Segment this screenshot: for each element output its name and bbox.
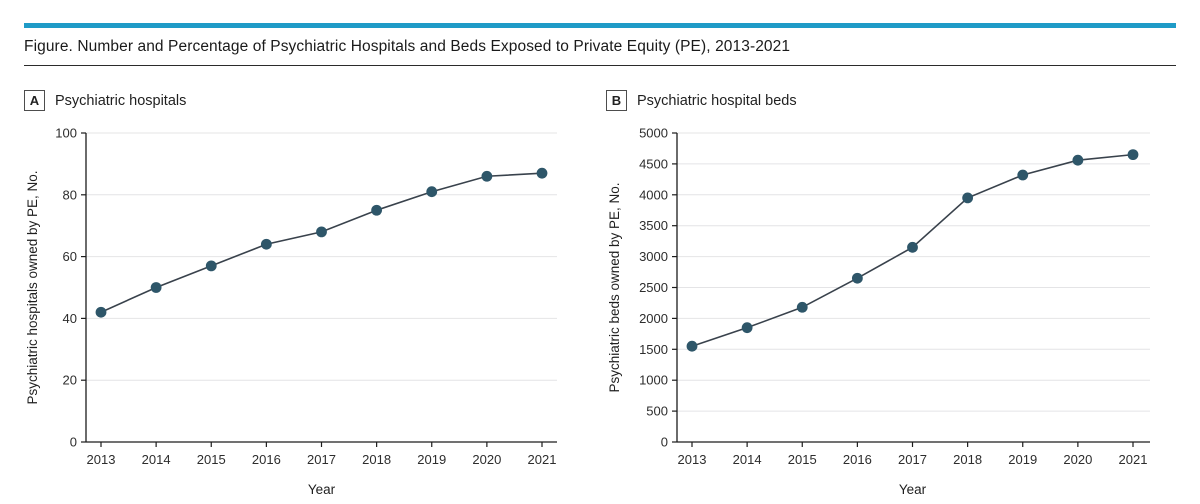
y-tick-label: 1000 <box>639 373 668 388</box>
data-point <box>741 322 753 334</box>
data-point <box>316 226 327 238</box>
panels-row: A Psychiatric hospitals 0 20 40 60 80 100 2013… <box>24 90 1176 504</box>
x-tick-label: 2021 <box>528 452 557 467</box>
x-tick-label: 2013 <box>678 452 707 467</box>
panel-b-letter-badge: B <box>606 90 627 111</box>
data-point <box>796 301 808 313</box>
y-tick-label: 500 <box>646 404 668 419</box>
y-tick-label: 80 <box>63 187 77 202</box>
x-tick-label: 2019 <box>417 452 446 467</box>
x-tick-label: 2020 <box>472 452 501 467</box>
x-tick-label: 2015 <box>788 452 817 467</box>
panel-b-header: B Psychiatric hospital beds <box>606 90 1176 111</box>
x-tick-label: 2018 <box>362 452 391 467</box>
data-point <box>536 167 548 179</box>
y-tick-label: 3500 <box>639 218 668 233</box>
y-axis-label: Psychiatric beds owned by PE, No. <box>607 182 622 392</box>
x-tick-label: 2016 <box>843 452 872 467</box>
data-point <box>1127 149 1139 161</box>
panel-b: B Psychiatric hospital beds 0 500 1000 1500… <box>606 90 1176 504</box>
data-point <box>907 241 918 253</box>
x-tick-label: 2016 <box>252 452 281 467</box>
data-point <box>150 282 162 293</box>
x-tick-label: 2014 <box>142 452 171 467</box>
panel-b-title: Psychiatric hospital beds <box>637 92 797 109</box>
y-tick-label: 0 <box>661 435 668 450</box>
data-point <box>686 340 698 352</box>
x-tick-label: 2015 <box>197 452 226 467</box>
chart-psychiatric-hospital-beds: 0 500 1000 1500 2000 2500 3000 3500 4000 4500 5000… <box>607 126 1150 497</box>
panel-a-title: Psychiatric hospitals <box>55 92 187 109</box>
y-tick-label: 60 <box>63 249 77 264</box>
y-axis-label: Psychiatric hospitals owned by PE, No. <box>25 170 40 404</box>
y-tick-label: 100 <box>55 126 77 141</box>
x-tick-label: 2017 <box>307 452 336 467</box>
title-divider <box>24 65 1176 66</box>
data-point <box>371 204 383 216</box>
y-tick-label: 2500 <box>639 280 668 295</box>
x-tick-label: 2013 <box>87 452 116 467</box>
chart-psychiatric-hospitals: 0 20 40 60 80 100 2013 2014 2015 2016 2017 2018 2019… <box>25 126 557 497</box>
figure-top-rule <box>24 23 1176 28</box>
x-tick-label: 2014 <box>733 452 762 467</box>
data-point <box>260 238 272 250</box>
panel-a: A Psychiatric hospitals 0 20 40 60 80 100 2013… <box>24 90 606 504</box>
x-tick-label: 2018 <box>953 452 982 467</box>
y-tick-label: 4000 <box>639 187 668 202</box>
x-tick-label: 2019 <box>1008 452 1037 467</box>
y-tick-label: 40 <box>63 311 77 326</box>
data-point <box>426 186 438 198</box>
y-tick-label: 0 <box>70 435 77 450</box>
panel-a-letter-badge: A <box>24 90 45 111</box>
panel-a-header: A Psychiatric hospitals <box>24 90 606 111</box>
data-point <box>481 170 493 182</box>
data-line <box>100 172 543 313</box>
figure-title: Figure. Number and Percentage of Psychia… <box>24 38 791 55</box>
data-point <box>205 260 217 272</box>
x-tick-label: 2021 <box>1119 452 1148 467</box>
y-tick-label: 3000 <box>639 249 668 264</box>
x-tick-label: 2020 <box>1063 452 1092 467</box>
x-axis-label: Year <box>899 482 927 497</box>
y-tick-label: 1500 <box>639 342 668 357</box>
y-tick-label: 20 <box>63 373 77 388</box>
data-point <box>851 272 863 284</box>
data-point <box>95 306 107 318</box>
y-tick-label: 4500 <box>639 156 668 171</box>
data-point <box>1072 154 1084 166</box>
x-axis-label: Year <box>308 482 336 497</box>
data-point <box>1017 169 1029 181</box>
data-point <box>962 192 974 204</box>
x-tick-label: 2017 <box>898 452 927 467</box>
y-tick-label: 2000 <box>639 311 668 326</box>
y-tick-label: 5000 <box>639 126 668 141</box>
